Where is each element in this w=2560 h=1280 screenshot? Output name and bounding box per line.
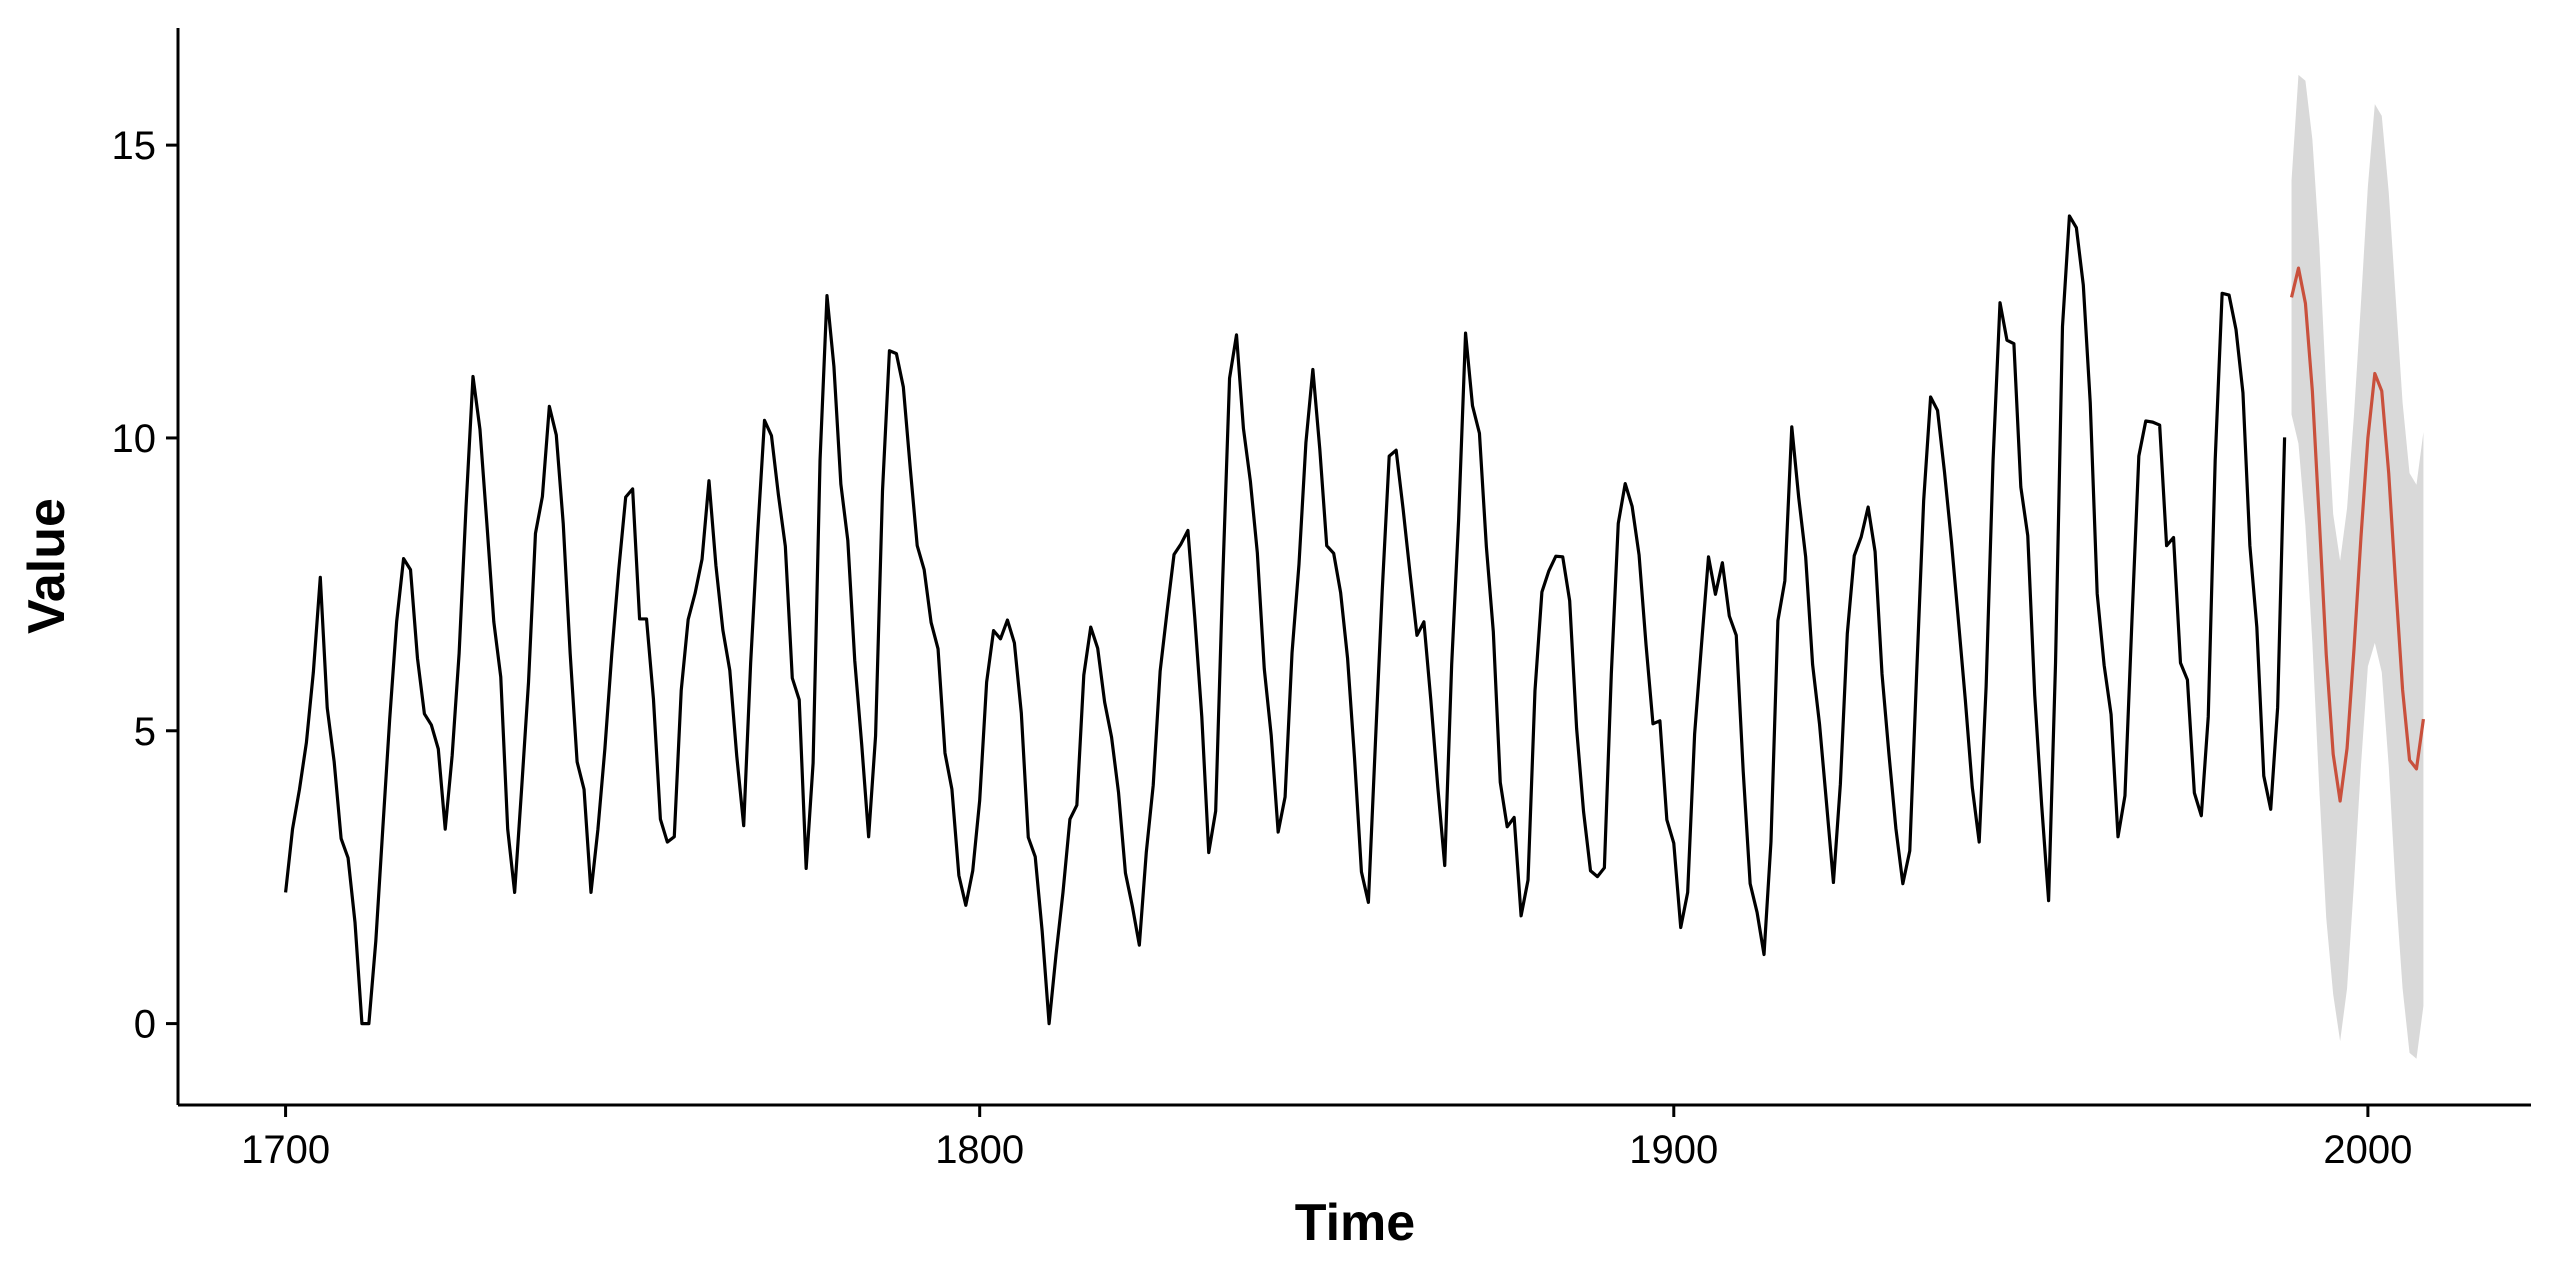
x-axis-title: Time	[1295, 1194, 1415, 1252]
x-tick-label: 1900	[1629, 1128, 1718, 1172]
x-tick-label: 2000	[2323, 1128, 2412, 1172]
y-tick-label: 0	[134, 1003, 156, 1047]
y-tick-label: 5	[134, 710, 156, 754]
data-line	[2289, 266, 2425, 803]
data-line	[283, 214, 2287, 1026]
confidence-band	[2291, 74, 2424, 1059]
y-tick-label: 10	[112, 417, 157, 461]
y-tick-label: 15	[112, 124, 157, 168]
y-axis-title: Value	[18, 498, 76, 634]
x-tick-label: 1800	[935, 1128, 1024, 1172]
x-tick-label: 1700	[241, 1128, 330, 1172]
